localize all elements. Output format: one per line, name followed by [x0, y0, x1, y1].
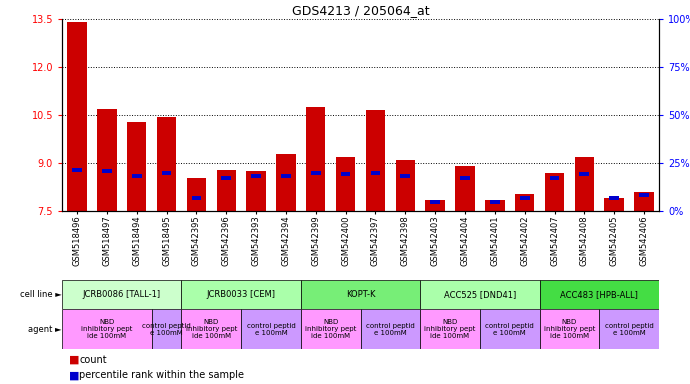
Bar	[371, 171, 380, 175]
Bar	[152, 309, 181, 349]
Bar	[540, 280, 659, 309]
Bar	[580, 172, 589, 177]
Text: ACC483 [HPB-ALL]: ACC483 [HPB-ALL]	[560, 290, 638, 299]
Text: control peptid
e 100mM: control peptid e 100mM	[604, 323, 653, 336]
Bar	[68, 22, 87, 211]
Bar	[181, 309, 241, 349]
Bar	[431, 200, 440, 204]
Bar	[217, 170, 236, 211]
Bar	[360, 309, 420, 349]
Bar	[251, 174, 261, 178]
Bar	[460, 175, 470, 180]
Bar	[301, 309, 360, 349]
Bar	[221, 175, 231, 180]
Bar	[575, 157, 594, 211]
Bar	[157, 117, 176, 211]
Text: ■: ■	[69, 370, 79, 380]
Text: NBD
inhibitory pept
ide 100mM: NBD inhibitory pept ide 100mM	[81, 319, 132, 339]
Bar	[455, 166, 475, 211]
Bar	[639, 193, 649, 197]
Text: control peptid
e 100mM: control peptid e 100mM	[366, 323, 415, 336]
Text: NBD
inhibitory pept
ide 100mM: NBD inhibitory pept ide 100mM	[305, 319, 356, 339]
Text: JCRB0086 [TALL-1]: JCRB0086 [TALL-1]	[83, 290, 161, 299]
Bar	[604, 199, 624, 211]
Text: NBD
inhibitory pept
ide 100mM: NBD inhibitory pept ide 100mM	[186, 319, 237, 339]
Text: ■: ■	[69, 355, 79, 365]
Bar	[420, 309, 480, 349]
Bar	[246, 171, 266, 211]
Bar	[161, 171, 171, 175]
Bar	[241, 309, 301, 349]
Bar	[545, 173, 564, 211]
Bar	[341, 172, 351, 177]
Text: NBD
inhibitory pept
ide 100mM: NBD inhibitory pept ide 100mM	[424, 319, 475, 339]
Bar	[192, 196, 201, 200]
Bar	[306, 107, 326, 211]
Title: GDS4213 / 205064_at: GDS4213 / 205064_at	[292, 3, 429, 17]
Bar	[311, 171, 321, 175]
Text: count: count	[79, 355, 107, 365]
Bar	[187, 178, 206, 211]
Bar	[301, 280, 420, 309]
Bar	[366, 111, 385, 211]
Bar	[72, 167, 82, 172]
Bar	[281, 174, 290, 178]
Text: NBD
inhibitory pept
ide 100mM: NBD inhibitory pept ide 100mM	[544, 319, 595, 339]
Bar	[62, 309, 152, 349]
Bar	[420, 280, 540, 309]
Text: percentile rank within the sample: percentile rank within the sample	[79, 370, 244, 380]
Bar	[609, 196, 619, 200]
Bar	[62, 280, 181, 309]
Bar	[426, 200, 445, 211]
Bar	[102, 169, 112, 173]
Bar	[490, 200, 500, 204]
Text: KOPT-K: KOPT-K	[346, 290, 375, 299]
Bar	[540, 309, 599, 349]
Text: control peptid
e 100mM: control peptid e 100mM	[142, 323, 191, 336]
Bar	[480, 309, 540, 349]
Bar	[132, 174, 141, 178]
Bar	[127, 122, 146, 211]
Bar	[550, 175, 560, 180]
Bar	[634, 192, 653, 211]
Text: cell line ►: cell line ►	[20, 290, 61, 299]
Bar	[97, 109, 117, 211]
Bar	[276, 154, 295, 211]
Bar	[181, 280, 301, 309]
Bar	[599, 309, 659, 349]
Text: ACC525 [DND41]: ACC525 [DND41]	[444, 290, 516, 299]
Bar	[395, 160, 415, 211]
Text: JCRB0033 [CEM]: JCRB0033 [CEM]	[207, 290, 275, 299]
Bar	[400, 174, 410, 178]
Bar	[336, 157, 355, 211]
Bar	[485, 200, 504, 211]
Text: control peptid
e 100mM: control peptid e 100mM	[485, 323, 534, 336]
Bar	[515, 194, 534, 211]
Bar	[520, 196, 529, 200]
Text: control peptid
e 100mM: control peptid e 100mM	[246, 323, 295, 336]
Text: agent ►: agent ►	[28, 325, 61, 334]
